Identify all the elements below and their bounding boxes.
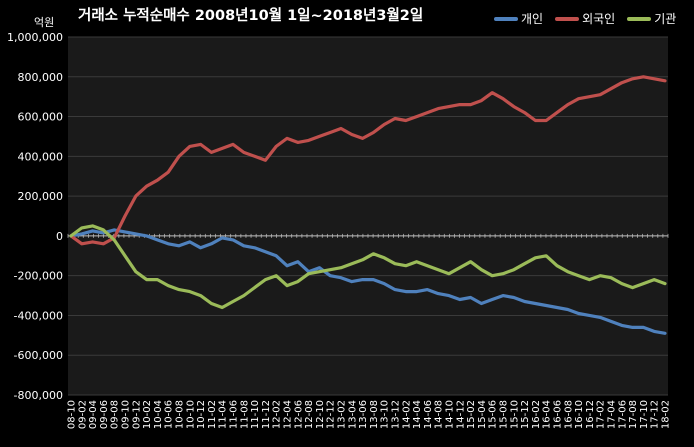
x-tick-label: 12-06 — [293, 400, 304, 429]
x-tick-label: 16-08 — [563, 400, 574, 429]
legend-label-individual: 개인 — [521, 12, 544, 26]
legend-swatch-foreign — [555, 16, 580, 21]
legend-swatch-institution — [627, 16, 652, 21]
x-tick-label: 09-08 — [110, 400, 121, 429]
legend-item-individual: 개인 — [494, 10, 543, 27]
x-tick-label: 16-12 — [585, 400, 596, 429]
y-tick-label: 0 — [56, 230, 63, 243]
x-tick-label: 17-02 — [596, 400, 607, 429]
x-tick-label: 12-08 — [304, 400, 315, 429]
x-tick-label: 09-12 — [131, 400, 142, 429]
series-line-1 — [69, 75, 667, 246]
series-line-2 — [69, 224, 667, 310]
x-tick-label: 09-06 — [99, 400, 110, 429]
x-axis: 08-10 09-02 09-04 09-06 09-08 09-10 09-12 10-02… — [67, 233, 672, 429]
x-tick-label: 13-12 — [391, 400, 402, 429]
x-tick-label: 13-10 — [380, 400, 391, 429]
x-tick-label: 17-10 — [639, 400, 650, 429]
x-tick-label: 11-04 — [218, 400, 229, 429]
x-tick-label: 11-12 — [261, 400, 272, 429]
x-tick-label: 12-04 — [283, 400, 294, 429]
x-tick-label: 13-08 — [369, 400, 380, 429]
x-tick-label: 17-06 — [617, 400, 628, 429]
x-tick-label: 12-02 — [272, 400, 283, 429]
x-tick-label: 14-06 — [423, 400, 434, 429]
x-tick-label: 18-02 — [661, 400, 672, 429]
x-tick-label: 15-06 — [488, 400, 499, 429]
x-tick-label: 09-10 — [121, 400, 132, 429]
y-tick-label: 800,000 — [18, 71, 64, 84]
x-tick-label: 16-10 — [574, 400, 585, 429]
x-tick-label: 10-06 — [164, 400, 175, 429]
legend-item-institution: 기관 — [627, 10, 676, 27]
legend-label-institution: 기관 — [654, 12, 677, 26]
x-tick-label: 15-08 — [499, 400, 510, 429]
x-tick-label: 10-04 — [153, 400, 164, 429]
x-tick-label: 11-02 — [207, 400, 218, 429]
x-tick-label: 08-10 — [67, 400, 78, 429]
y-tick-label: 600,000 — [18, 111, 64, 124]
x-tick-label: 15-10 — [509, 400, 520, 429]
y-axis: -800,000 -600,000 -400,000 -200,000 0 200,000… — [7, 31, 63, 402]
series-line-0 — [69, 228, 667, 335]
x-tick-label: 15-12 — [520, 400, 531, 429]
x-tick-label: 10-02 — [142, 400, 153, 429]
x-tick-label: 16-04 — [542, 400, 553, 429]
x-tick-label: 16-06 — [553, 400, 564, 429]
x-tick-label: 12-12 — [326, 400, 337, 429]
legend-swatch-individual — [494, 16, 518, 21]
x-tick-label: 17-12 — [650, 400, 661, 429]
x-tick-label: 11-10 — [250, 400, 261, 429]
y-tick-label: 200,000 — [18, 190, 64, 203]
x-tick-label: 09-02 — [77, 400, 88, 429]
x-tick-label: 17-08 — [628, 400, 639, 429]
legend: 개인 외국인 기관 — [494, 10, 676, 27]
x-tick-label: 13-02 — [337, 400, 348, 429]
x-tick-label: 09-04 — [88, 400, 99, 429]
x-tick-label: 11-08 — [239, 400, 250, 429]
y-tick-label: -200,000 — [14, 270, 63, 283]
y-unit-label: 억원 — [34, 16, 55, 29]
series-group — [69, 75, 667, 335]
x-tick-label: 15-04 — [477, 400, 488, 429]
x-tick-label: 15-02 — [466, 400, 477, 429]
x-tick-label: 13-04 — [347, 400, 358, 429]
x-tick-label: 14-12 — [455, 400, 466, 429]
chart-title: 거래소 누적순매수 2008년10월 1일~2018년3월2일 — [78, 8, 424, 24]
x-tick-label: 11-06 — [229, 400, 240, 429]
y-tick-label: -400,000 — [14, 309, 63, 322]
x-tick-label: 14-08 — [434, 400, 445, 429]
legend-item-foreign: 외국인 — [555, 10, 615, 27]
x-tick-label: 10-10 — [185, 400, 196, 429]
y-tick-label: 400,000 — [18, 150, 64, 163]
x-tick-label: 10-08 — [175, 400, 186, 429]
y-tick-label: 1,000,000 — [7, 31, 63, 44]
legend-label-foreign: 외국인 — [582, 12, 616, 26]
plot-area — [68, 37, 668, 395]
x-tick-label: 10-12 — [196, 400, 207, 429]
gridlines — [68, 36, 668, 396]
y-tick-label: -600,000 — [14, 349, 63, 362]
x-tick-label: 17-04 — [607, 400, 618, 429]
x-tick-label: 12-10 — [315, 400, 326, 429]
x-tick-label: 14-04 — [412, 400, 423, 429]
x-tick-label: 14-10 — [445, 400, 456, 429]
x-tick-label: 13-06 — [358, 400, 369, 429]
x-tick-label: 16-02 — [531, 400, 542, 429]
x-tick-label: 14-02 — [401, 400, 412, 429]
y-tick-label: -800,000 — [14, 389, 63, 402]
